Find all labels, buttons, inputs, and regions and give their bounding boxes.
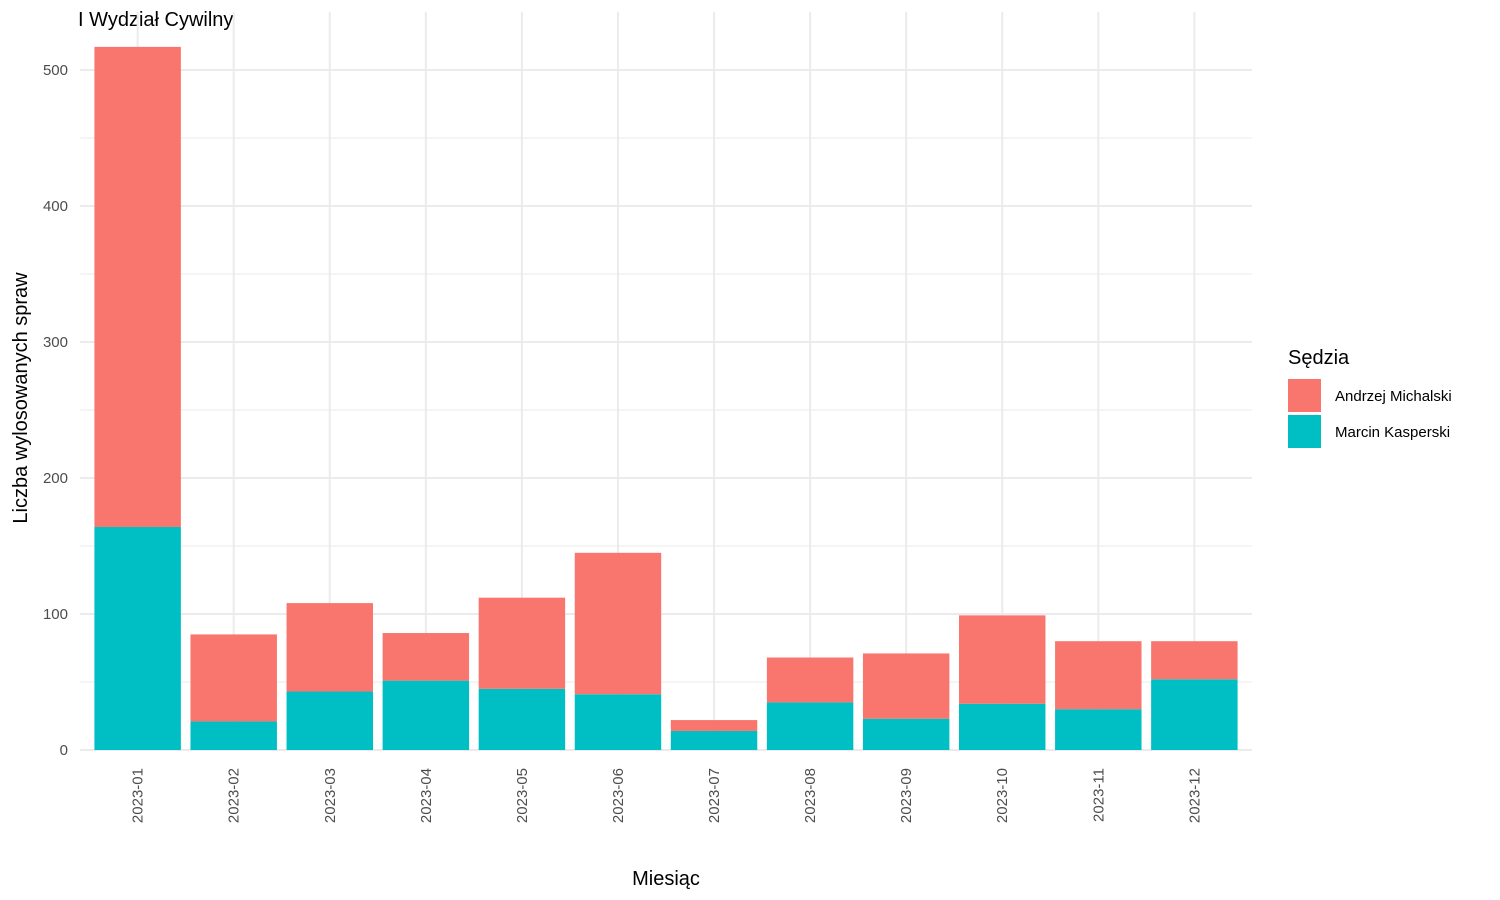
y-tick-label: 100 [43, 606, 68, 623]
x-axis-title: Miesiąc [632, 868, 700, 890]
y-tick-label: 200 [43, 470, 68, 487]
bar-segment [382, 680, 470, 750]
x-tick-label: 2023-03 [322, 768, 339, 823]
legend-label: Marcin Kasperski [1335, 424, 1450, 441]
x-tick-label: 2023-02 [226, 768, 243, 823]
bar-segment [862, 718, 950, 750]
x-tick-label: 2023-04 [418, 768, 435, 823]
y-tick-label: 300 [43, 334, 68, 351]
x-tick-label: 2023-07 [706, 768, 723, 823]
bar-segment [190, 634, 277, 722]
x-axis-ticks: 2023-01 2023-02 2023-03 2023-04 2023-05 2023-… [130, 768, 1204, 823]
bar-segment [959, 615, 1046, 704]
chart-title: I Wydział Cywilny [78, 9, 233, 31]
y-tick-label: 400 [43, 198, 68, 215]
x-tick-label: 2023-12 [1186, 768, 1203, 823]
x-tick-label: 2023-10 [994, 768, 1011, 823]
bar-segment [190, 721, 277, 750]
bar-segment [766, 657, 854, 703]
x-tick-label: 2023-06 [610, 768, 627, 823]
bar-segment [670, 720, 758, 731]
y-tick-label: 0 [60, 742, 68, 759]
bar-segment [286, 603, 373, 692]
bars [94, 46, 1238, 750]
bar-segment [1151, 679, 1238, 750]
x-tick-label: 2023-09 [898, 768, 915, 823]
legend-key [1288, 379, 1321, 412]
bar-segment [959, 703, 1046, 750]
bar-segment [574, 694, 662, 750]
bar-segment [574, 552, 662, 695]
y-tick-label: 500 [43, 62, 68, 79]
bar-segment [1151, 641, 1238, 680]
bar-segment [478, 597, 566, 689]
bar-segment [766, 702, 854, 750]
y-axis-title: Liczba wylosowanych spraw [10, 272, 32, 524]
x-tick-label: 2023-11 [1090, 768, 1107, 822]
bar-segment [286, 691, 373, 750]
x-tick-label: 2023-01 [130, 768, 147, 823]
bar-segment [862, 653, 950, 719]
x-tick-label: 2023-05 [514, 768, 531, 823]
bar-segment [478, 688, 566, 750]
bar-segment [382, 633, 470, 681]
bar-segment [1055, 641, 1142, 710]
bar-segment [1055, 709, 1142, 750]
legend-title: Sędzia [1288, 347, 1350, 369]
legend-key [1288, 415, 1321, 448]
bar-segment [670, 730, 758, 750]
bar-segment [94, 46, 181, 527]
y-axis-ticks: 0 100 200 300 400 500 [43, 62, 68, 759]
x-tick-label: 2023-08 [802, 768, 819, 823]
bar-segment [94, 526, 181, 750]
legend: Sędzia Andrzej Michalski Marcin Kasperski [1288, 347, 1452, 448]
legend-label: Andrzej Michalski [1335, 388, 1452, 405]
